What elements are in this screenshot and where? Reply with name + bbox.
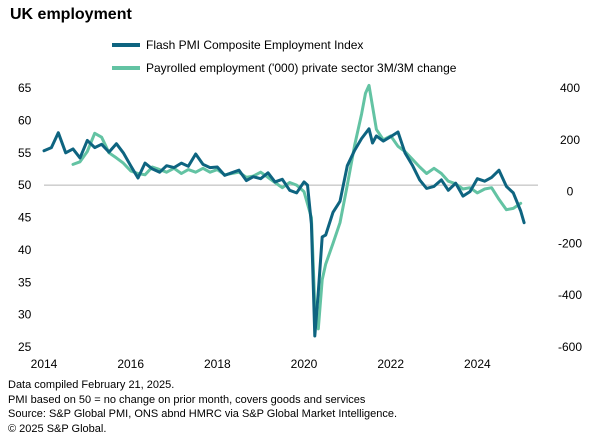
x-tick-label: 2022 [377, 357, 404, 371]
left-tick-label: 40 [18, 243, 32, 257]
left-tick-label: 45 [18, 211, 32, 225]
chart-title: UK employment [10, 6, 132, 23]
left-tick-label: 55 [18, 146, 32, 160]
legend-swatch-pmi [112, 43, 140, 47]
legend-item-pmi: Flash PMI Composite Employment Index [112, 38, 363, 52]
left-tick-label: 65 [18, 81, 32, 95]
series-line-pmi [42, 127, 526, 338]
x-axis-ticks: 2014 2016 2018 2020 2022 2024 [31, 357, 491, 371]
note-copyright: © 2025 S&P Global. [8, 422, 107, 435]
legend-swatch-payrolled [112, 66, 140, 70]
right-tick-label: 0 [567, 185, 574, 199]
x-tick-label: 2014 [31, 357, 58, 371]
left-tick-label: 25 [18, 340, 32, 354]
series-line-payrolled [71, 83, 523, 331]
left-axis-ticks: 25 30 35 40 45 50 55 60 65 [18, 81, 32, 354]
x-tick-label: 2018 [204, 357, 231, 371]
employment-line-chart: 25 30 35 40 45 50 55 60 65 -600 -400 -200 0 200 400 2… [18, 81, 582, 371]
right-axis-ticks: -600 -400 -200 0 200 400 [558, 81, 582, 354]
right-tick-label: -200 [558, 236, 582, 250]
x-tick-label: 2020 [291, 357, 318, 371]
right-tick-label: -400 [558, 288, 582, 302]
x-tick-label: 2016 [117, 357, 144, 371]
left-tick-label: 35 [18, 275, 32, 289]
note-pmi-basis: PMI based on 50 = no change on prior mon… [8, 393, 366, 406]
right-tick-label: 400 [560, 81, 580, 95]
right-tick-label: -600 [558, 340, 582, 354]
x-tick-label: 2024 [464, 357, 491, 371]
legend-item-payrolled: Payrolled employment ('000) private sect… [112, 61, 456, 75]
right-tick-label: 200 [560, 133, 580, 147]
chart-notes: Data compiled February 21, 2025. PMI bas… [8, 378, 397, 436]
legend-label-pmi: Flash PMI Composite Employment Index [146, 38, 364, 52]
left-tick-label: 50 [18, 178, 32, 192]
left-tick-label: 30 [18, 308, 32, 322]
series-lines [42, 83, 526, 338]
note-compiled: Data compiled February 21, 2025. [8, 379, 175, 391]
left-tick-label: 60 [18, 113, 32, 127]
note-source: Source: S&P Global PMI, ONS abnd HMRC vi… [8, 408, 398, 420]
legend-label-payrolled: Payrolled employment ('000) private sect… [146, 61, 457, 75]
